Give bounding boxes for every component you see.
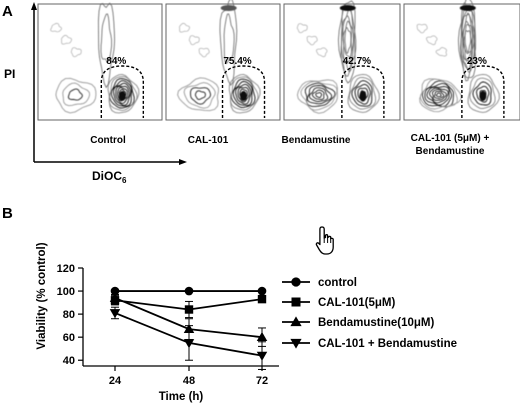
- legend-entry: Bendamustine(10μM): [282, 316, 434, 329]
- panel-a-x-axis-arrow-icon: [179, 159, 187, 165]
- data-point: [184, 286, 194, 296]
- data-point: [110, 286, 120, 296]
- gate-percent-label: 23%: [467, 56, 487, 67]
- legend-marker: [291, 277, 301, 287]
- plot-label-bendamustine: Bendamustine: [282, 135, 351, 146]
- legend-marker: [290, 316, 302, 327]
- data-point: [256, 331, 268, 342]
- panel-a-y-axis-label: PI: [4, 67, 15, 81]
- data-point: [183, 339, 195, 349]
- legend: control CAL-101(5μM) Bendamustine(10μM) CAL…: [282, 277, 457, 350]
- legend-marker: [291, 297, 301, 307]
- contour-cloud: [416, 0, 500, 113]
- legend-label: CAL-101(5μM): [318, 297, 395, 309]
- legend-entry: control: [282, 277, 357, 289]
- y-ticks: 40 60 80 100 120: [57, 263, 83, 367]
- x-axis-label-main: DiOC: [92, 169, 122, 183]
- gate-percent-label: 84%: [106, 56, 126, 67]
- series: [110, 286, 267, 296]
- gate-outline: [461, 65, 505, 118]
- contour-cloud: [50, 2, 140, 114]
- x-ticks: 24 48 72: [109, 366, 268, 387]
- legend-entry: CAL-101 + Bendamustine: [282, 338, 457, 350]
- flow-plot: 84%: [37, 2, 163, 121]
- gate-outline: [100, 65, 145, 118]
- x-tick-label: 24: [109, 375, 122, 387]
- contour-cloud: [177, 0, 261, 114]
- data-point: [109, 309, 121, 319]
- plot-label-combo-line1: CAL-101 (5μM) +: [411, 133, 490, 144]
- gate-percent-label: 42.7%: [343, 56, 371, 67]
- plot-label-control: Control: [90, 135, 126, 146]
- x-tick-label: 48: [183, 375, 195, 387]
- legend-label: CAL-101 + Bendamustine: [318, 338, 457, 350]
- chart-y-axis-label: Viability (% control): [36, 242, 48, 349]
- hand-pointer-icon: [315, 226, 334, 255]
- flow-plot: 23%: [403, 0, 520, 121]
- series: [109, 306, 268, 370]
- legend-label: Bendamustine(10μM): [318, 317, 434, 329]
- panel-a-y-axis-arrow-icon: [31, 2, 37, 10]
- y-tick-label: 80: [63, 309, 75, 321]
- panel-b-letter: B: [2, 205, 13, 222]
- panel-a-letter: A: [2, 3, 13, 20]
- data-point: [109, 292, 121, 302]
- panel-a-x-axis-label: DiOC6: [92, 169, 127, 185]
- y-tick-label: 100: [57, 286, 75, 298]
- gate-outline: [221, 65, 266, 118]
- data-point: [257, 286, 267, 296]
- y-tick-label: 120: [57, 263, 75, 275]
- legend-marker: [290, 338, 302, 349]
- plot-label-cal101: CAL-101: [188, 135, 229, 146]
- series-layer: [109, 286, 268, 370]
- contour-cloud: [296, 0, 380, 114]
- flow-plot: 75.4%: [165, 0, 281, 121]
- flow-plot: 42.7%: [283, 0, 401, 121]
- chart-x-axis-label: Time (h): [159, 391, 204, 403]
- legend-entry: CAL-101(5μM): [282, 297, 395, 309]
- x-axis-label-subscript: 6: [122, 176, 127, 185]
- data-point: [256, 351, 268, 361]
- gate-outline: [341, 65, 385, 118]
- y-tick-label: 60: [63, 332, 75, 344]
- data-point: [184, 305, 194, 314]
- plot-label-combo-line2: Bendamustine: [416, 146, 485, 157]
- gate-percent-label: 75.4%: [223, 56, 251, 67]
- legend-label: control: [318, 277, 357, 289]
- data-point: [257, 294, 267, 304]
- y-tick-label: 40: [63, 355, 75, 367]
- flow-plots: 84% 75.4% 42.7% 23%: [37, 0, 520, 121]
- x-tick-label: 72: [256, 375, 268, 387]
